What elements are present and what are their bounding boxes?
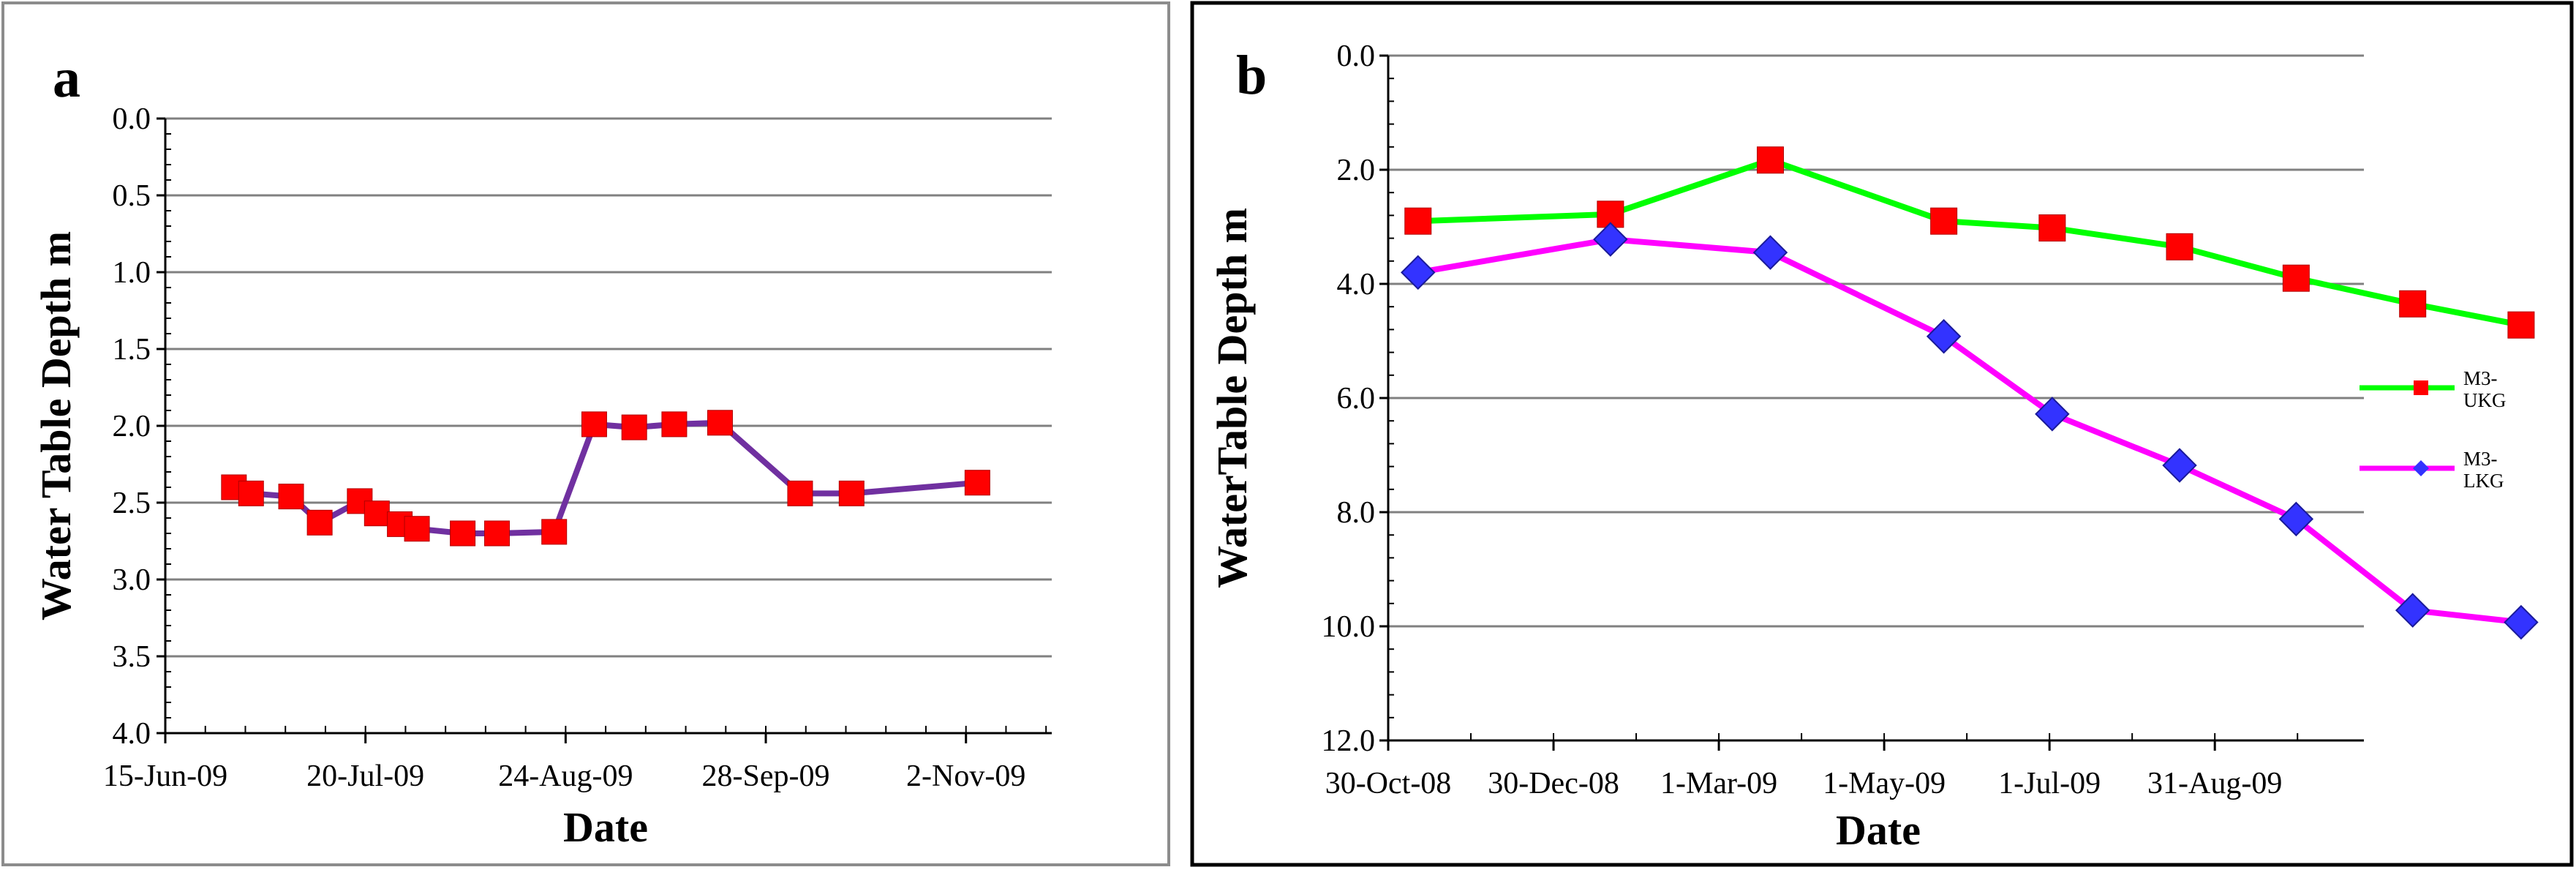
data-point (1756, 146, 1784, 174)
panel-a-gridlines (165, 117, 1052, 658)
data-point (404, 516, 430, 542)
legend-label: M3- (2463, 367, 2498, 389)
data-point (964, 470, 990, 496)
data-point (306, 509, 333, 536)
panel-b-gridlines (1388, 54, 2364, 628)
panel-a-x-title: Date (563, 803, 648, 851)
x-tick-label: 20-Jul-09 (306, 759, 424, 793)
y-tick-label: 4.0 (1337, 268, 1376, 301)
panel-a-y-title: Water Table Depth m (32, 231, 80, 620)
panel-b-series (1401, 146, 2539, 640)
x-tick-label: 15-Jun-09 (103, 759, 227, 793)
data-point (278, 484, 304, 510)
y-tick-label: 12.0 (1322, 724, 1376, 758)
panel-b-frame (1190, 1, 2574, 867)
data-point (1404, 207, 1432, 235)
panel-b-x-ticks: 30-Oct-08 30-Dec-08 1-Mar-09 1-May-09 1-Jul-… (1325, 733, 2299, 800)
data-point (1593, 222, 1628, 257)
data-point (661, 411, 688, 438)
panel-a-series (221, 410, 990, 547)
y-tick-label: 4.0 (113, 717, 151, 751)
x-tick-label: 1-Mar-09 (1660, 767, 1777, 800)
data-point (450, 520, 476, 547)
legend-label: UKG (2463, 389, 2507, 411)
data-point (2162, 448, 2197, 483)
data-point (238, 480, 264, 506)
data-point (707, 410, 733, 436)
y-tick-label: 0.0 (1337, 40, 1376, 73)
legend-marker (2413, 460, 2429, 476)
data-point (2399, 290, 2427, 318)
panel-b-y-ticks: 0.0 2.0 4.0 6.0 8.0 10.0 12.0 (1322, 40, 1394, 758)
y-tick-label: 0.5 (113, 179, 151, 213)
data-point (1401, 255, 1436, 290)
x-tick-label: 28-Sep-09 (702, 759, 830, 793)
y-tick-label: 2.5 (113, 487, 151, 520)
data-point (621, 414, 647, 440)
y-tick-label: 3.0 (113, 563, 151, 597)
data-point (2166, 233, 2193, 260)
x-tick-label: 30-Dec-08 (1488, 767, 1619, 800)
y-tick-label: 0.0 (113, 102, 151, 136)
data-point (2395, 593, 2430, 628)
data-point (1752, 235, 1788, 270)
y-tick-label: 3.5 (113, 640, 151, 674)
y-tick-label: 1.5 (113, 333, 151, 367)
data-point (484, 520, 511, 547)
data-point (2282, 264, 2310, 292)
legend-label: M3- (2463, 448, 2498, 470)
data-point (1926, 319, 1962, 354)
data-point (2504, 604, 2539, 640)
panel-a-y-ticks: 0.0 0.5 1.0 1.5 2.0 2.5 3.0 3.5 4.0 (113, 102, 171, 751)
x-tick-label: 1-Jul-09 (1998, 767, 2101, 800)
y-tick-label: 8.0 (1337, 496, 1376, 530)
x-tick-label: 24-Aug-09 (498, 759, 633, 793)
y-tick-label: 2.0 (1337, 154, 1376, 187)
y-tick-label: 2.0 (113, 410, 151, 443)
data-point (2507, 311, 2535, 339)
x-tick-label: 2-Nov-09 (906, 759, 1025, 793)
data-point (2038, 214, 2066, 242)
x-tick-label: 1-May-09 (1823, 767, 1946, 800)
data-point (1930, 207, 1958, 235)
y-tick-label: 6.0 (1337, 382, 1376, 416)
panel-b-y-title: WaterTable Depth m (1208, 208, 1256, 588)
panel-a-letter: a (53, 48, 80, 109)
panel-b-letter: b (1236, 45, 1267, 106)
panel-b-x-title: Date (1836, 806, 1921, 854)
data-point (364, 500, 390, 527)
data-point (581, 411, 607, 438)
y-tick-label: 10.0 (1322, 610, 1376, 644)
legend-marker (2414, 380, 2428, 395)
chart-panel-b: b 0.0 2.0 4.0 6.0 8.0 10.0 12.0 30-Oct-08 30-De… (1208, 40, 2539, 854)
x-tick-label: 31-Aug-09 (2147, 767, 2282, 800)
x-tick-label: 30-Oct-08 (1325, 767, 1452, 800)
legend-label: LKG (2463, 470, 2504, 492)
data-point (2278, 501, 2314, 537)
panel-a-x-ticks: 15-Jun-09 20-Jul-09 24-Aug-09 28-Sep-09 2-No… (103, 726, 1047, 793)
data-point (2035, 397, 2070, 432)
data-point (838, 480, 865, 506)
data-point (541, 519, 568, 545)
y-tick-label: 1.0 (113, 256, 151, 290)
data-point (787, 480, 813, 506)
chart-panel-a: a 0.0 0.5 1.0 1.5 2.0 2.5 3.0 3.5 4.0 15-Jun-09 2… (32, 48, 1052, 851)
